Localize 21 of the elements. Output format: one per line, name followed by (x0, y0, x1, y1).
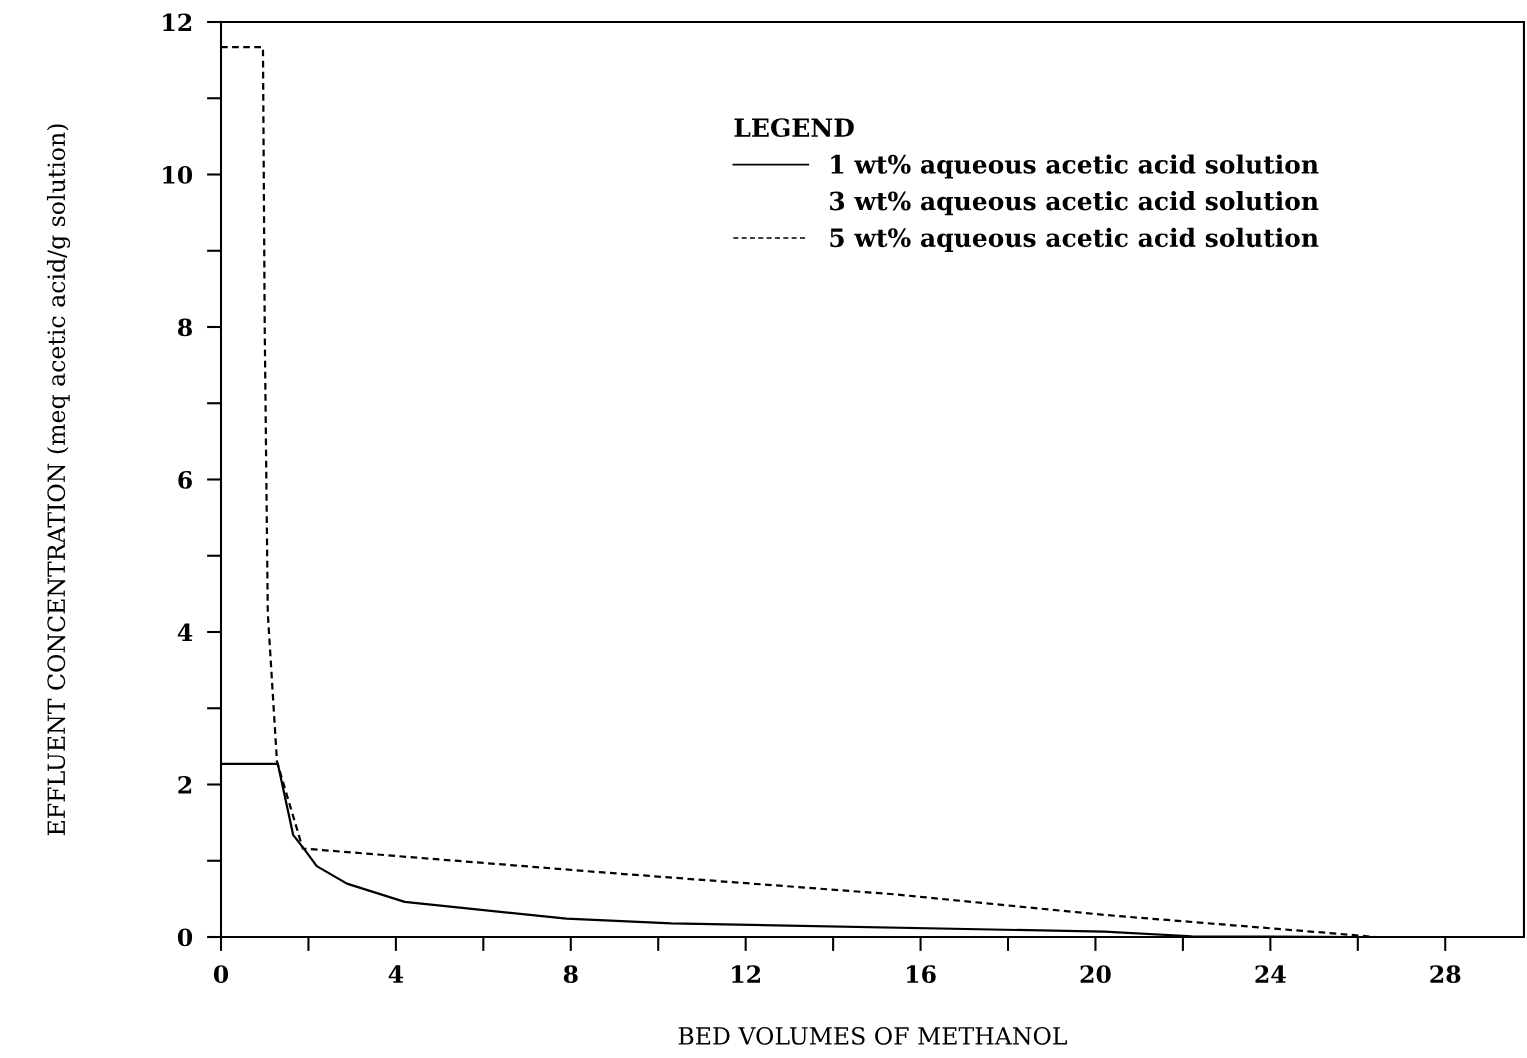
y-tick-label: 12 (163, 13, 192, 31)
y-tick-label: 8 (178, 318, 192, 337)
y-tick-label: 6 (178, 470, 192, 489)
legend-label: 1 wt% aqueous acetic acid solution (831, 154, 1319, 179)
x-tick-label: 12 (732, 965, 760, 983)
x-axis-title: BED VOLUMES OF METHANOL (678, 1026, 1067, 1045)
x-tick-label: 28 (1430, 965, 1461, 984)
x-tick-label: 20 (1080, 965, 1111, 984)
x-tick-label: 0 (213, 965, 229, 984)
y-tick-label: 4 (177, 623, 193, 641)
y-axis-title: EFFLUENT CONCENTRATION (meq acetic acid/g solution) (46, 124, 71, 836)
x-tick-label: 16 (907, 965, 936, 984)
x-tick-label: 8 (563, 965, 578, 984)
x-tick-label: 24 (1255, 965, 1286, 983)
y-tick-label: 10 (163, 165, 193, 184)
text: 3 wt% aqueous acetic acid solution (830, 191, 1319, 216)
legend-title: LEGEND (734, 118, 854, 138)
y-tick-label: 0 (177, 928, 193, 947)
legend-label: 5 wt% aqueous acetic acid solution (830, 227, 1319, 252)
y-tick-label: 2 (178, 775, 192, 794)
x-tick-label: 4 (388, 965, 404, 983)
